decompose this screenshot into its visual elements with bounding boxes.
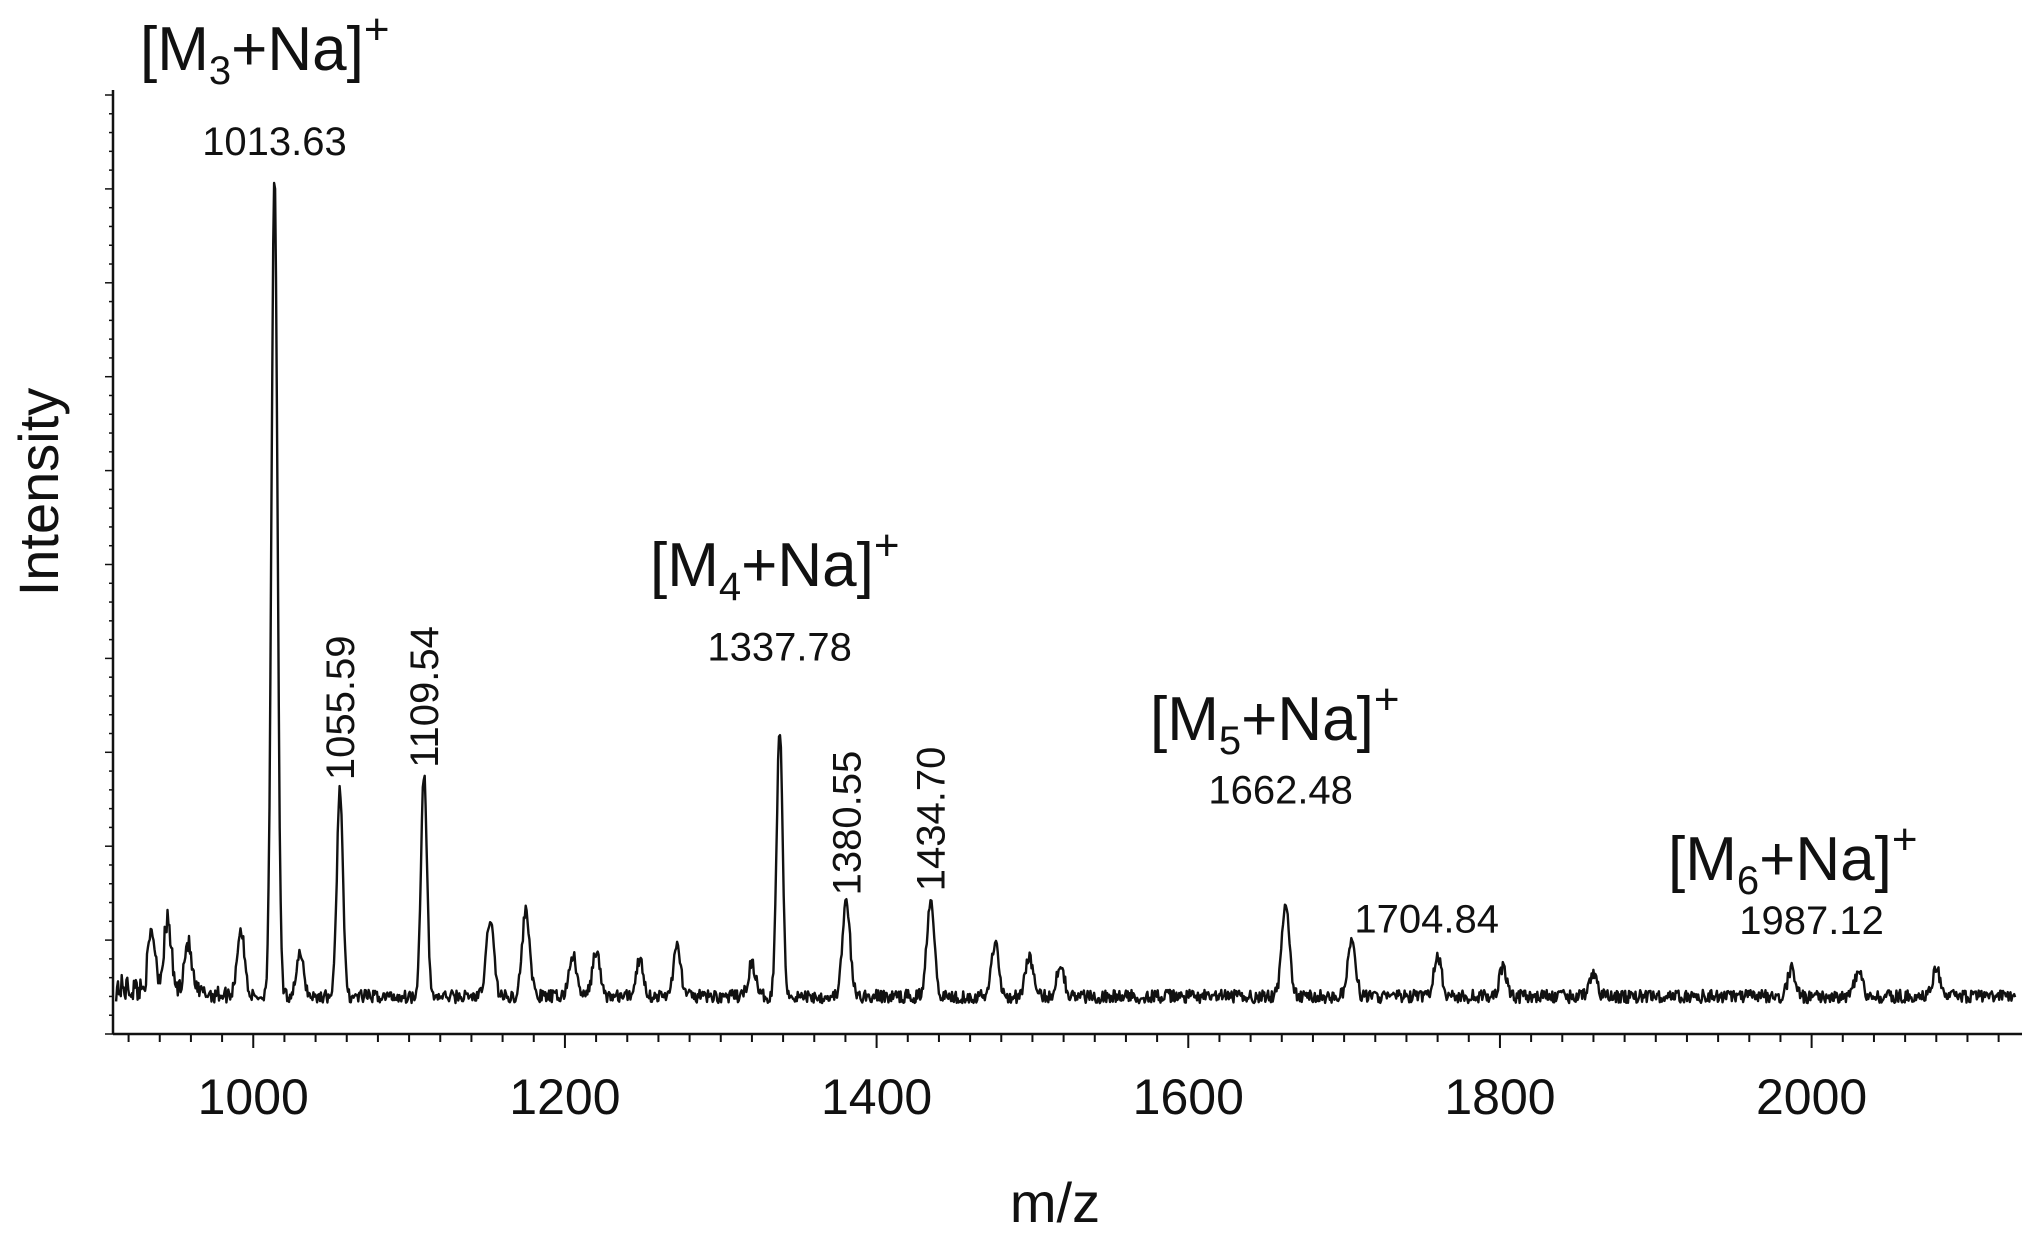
x-tick-label: 1000 [198, 1069, 309, 1125]
peak-label: 1337.78 [707, 626, 852, 670]
peak-label: 1662.48 [1208, 768, 1353, 812]
plot-area [114, 181, 2017, 1005]
ion-label: [M3+Na]+ [140, 5, 390, 93]
peak-label: 1704.84 [1354, 897, 1499, 941]
y-ticks [105, 94, 113, 1035]
x-tick-label: 1400 [821, 1069, 932, 1125]
peak-label: 1987.12 [1739, 899, 1884, 943]
ion-label: [M5+Na]+ [1150, 675, 1400, 763]
peak-label: 1109.54 [403, 626, 447, 768]
x-ticks: 1000 1200 1400 1600 1800 2000 [127, 1034, 2000, 1125]
peak-label: 1013.63 [202, 120, 347, 164]
peak-labels: 1013.63 1055.59 1109.54 1337.78 1380.55 1434.… [202, 120, 1884, 943]
y-axis-title: Intensity [7, 388, 70, 597]
x-tick-label: 1800 [1444, 1069, 1555, 1125]
peak-label: 1434.70 [910, 747, 954, 892]
axes: 1000 1200 1400 1600 1800 2000 [105, 90, 2022, 1125]
x-axis-title: m/z [1010, 1171, 1100, 1234]
x-tick-label: 1600 [1133, 1069, 1244, 1125]
x-tick-label: 2000 [1756, 1069, 1867, 1125]
spectrum-line [114, 181, 2017, 1005]
peak-label: 1380.55 [825, 751, 869, 896]
ion-label: [M6+Na]+ [1668, 815, 1918, 903]
x-tick-label: 1200 [509, 1069, 620, 1125]
ion-labels: [M3+Na]+ [M4+Na]+ [M5+Na]+ [M6+Na]+ [140, 5, 1918, 903]
ion-label: [M4+Na]+ [650, 521, 900, 609]
peak-label: 1055.59 [319, 636, 363, 781]
